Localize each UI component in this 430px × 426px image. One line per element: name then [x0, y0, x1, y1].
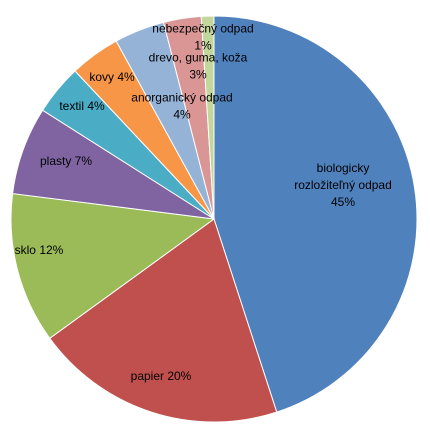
pie-label-line: kovy 4% — [89, 70, 135, 84]
pie-slices — [10, 15, 418, 423]
pie-label-line: rozložiteľný odpad — [294, 178, 392, 192]
pie-label-line: 4% — [173, 108, 191, 122]
pie-slice-2 — [49, 218, 278, 423]
pie-label-line: papier 20% — [131, 369, 192, 383]
pie-label-8: drevo, guma, koža 3% — [149, 51, 248, 82]
pie-slice-3 — [10, 193, 216, 340]
pie-label-line: drevo, guma, koža — [149, 51, 248, 65]
pie-label-line: sklo 12% — [15, 243, 64, 257]
pie-slice-9 — [200, 15, 215, 220]
pie-label-line: textil 4% — [59, 99, 105, 113]
pie-label-line: plasty 7% — [40, 154, 92, 168]
pie-label-3: sklo 12% — [15, 243, 64, 257]
pie-labels: biologicky rozložiteľný odpad 45% papier 20… — [15, 22, 392, 384]
pie-label-line: anorganický odpad — [131, 91, 232, 105]
pie-label-1: biologicky rozložiteľný odpad 45% — [294, 161, 392, 209]
pie-label-line: nebezpečný odpad — [152, 22, 253, 36]
pie-label-5: textil 4% — [59, 99, 105, 113]
pie-label-6: kovy 4% — [89, 70, 135, 84]
pie-label-line: 3% — [189, 68, 207, 82]
pie-label-2: papier 20% — [131, 369, 192, 383]
pie-slice-1 — [213, 15, 418, 413]
pie-label-line: 45% — [331, 195, 355, 209]
pie-label-7: anorganický odpad 4% — [131, 91, 232, 122]
pie-label-4: plasty 7% — [40, 154, 92, 168]
pie-label-line: 1% — [194, 39, 212, 53]
pie-label-line: biologicky — [317, 161, 370, 175]
pie-label-9: nebezpečný odpad 1% — [152, 22, 253, 53]
